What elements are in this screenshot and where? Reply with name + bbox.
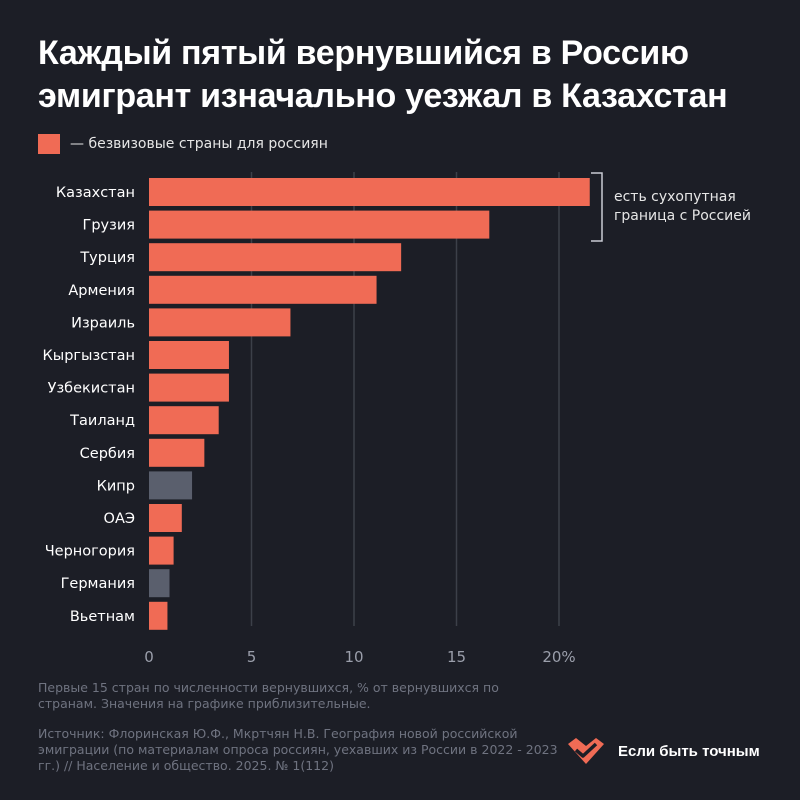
x-tick-label: 20%	[542, 648, 575, 666]
bar	[149, 504, 182, 532]
category-label: Сербия	[80, 446, 135, 462]
bar	[149, 341, 229, 369]
category-label: ОАЭ	[104, 511, 135, 527]
category-label: Кыргызстан	[42, 348, 135, 364]
category-label: Израиль	[71, 315, 135, 331]
category-label: Турция	[79, 250, 135, 266]
bar	[149, 275, 377, 304]
bar	[149, 210, 490, 239]
annotation-bracket	[591, 172, 603, 242]
bar	[149, 438, 205, 467]
category-label: Узбекистан	[48, 381, 135, 397]
x-tick-label: 5	[247, 648, 257, 666]
brand: Если быть точным	[566, 736, 760, 766]
legend-swatch-visa-free	[38, 134, 60, 154]
grid-lines	[250, 172, 560, 626]
category-label: Кипр	[97, 478, 135, 494]
bar	[149, 601, 168, 630]
annotation-text-line1: есть сухопутная	[614, 189, 736, 205]
footnote: Первые 15 стран по численности вернувших…	[38, 680, 499, 711]
legend-label: — безвизовые страны для россиян	[70, 136, 328, 152]
source-note: Источник: Флоринская Ю.Ф., Мкртчян Н.В. …	[38, 726, 558, 773]
bar	[149, 569, 170, 598]
annotation-text-line2: граница с Россией	[614, 208, 751, 224]
bar	[149, 471, 193, 500]
legend: — безвизовые страны для россиян	[38, 134, 328, 154]
bar	[149, 373, 229, 402]
category-label: Армения	[68, 283, 135, 299]
category-label: Вьетнам	[70, 609, 135, 625]
brand-name: Если быть точным	[618, 742, 760, 760]
category-label: Казахстан	[56, 185, 135, 201]
category-label: Таиланд	[69, 413, 135, 429]
bar	[149, 536, 174, 565]
category-label: Черногория	[45, 544, 135, 560]
category-label: Германия	[61, 576, 135, 592]
chart-title: Каждый пятый вернувшийся в Россию эмигра…	[38, 34, 728, 115]
land-border-annotation: есть сухопутная граница с Россией	[591, 172, 751, 242]
category-label: Грузия	[83, 218, 136, 234]
x-tick-label: 10	[344, 648, 363, 666]
bar	[149, 243, 402, 272]
x-tick-labels: 0 5 10 15 20%	[144, 648, 575, 666]
bar	[149, 178, 590, 206]
bar	[149, 308, 291, 337]
category-labels: Казахстан Грузия Турция Армения Израиль Кыргы…	[42, 185, 135, 625]
heart-check-logo-icon	[568, 738, 604, 764]
bar	[149, 406, 219, 435]
x-tick-label: 0	[144, 648, 154, 666]
bars	[149, 178, 590, 630]
x-tick-label: 15	[447, 648, 466, 666]
